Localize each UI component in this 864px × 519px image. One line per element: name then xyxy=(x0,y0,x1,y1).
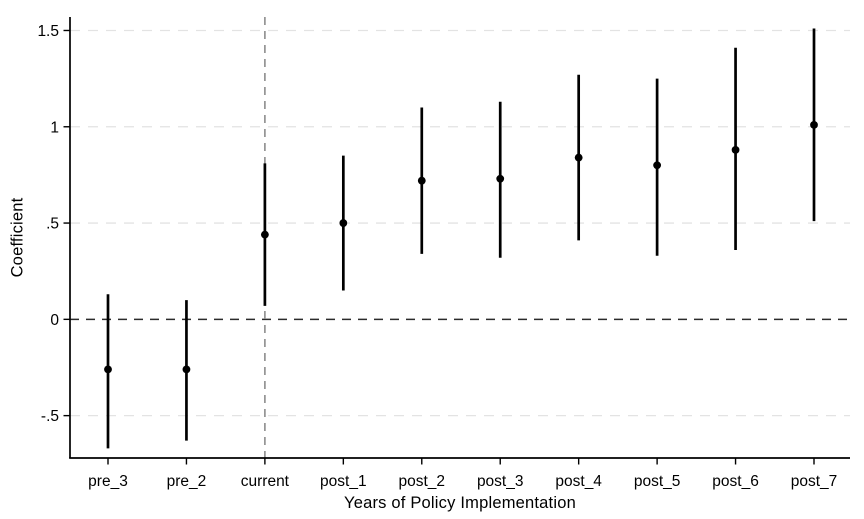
y-tick-label: .5 xyxy=(46,216,59,233)
x-tick-label: post_5 xyxy=(634,473,681,490)
y-tick-label: 1.5 xyxy=(37,23,59,40)
x-tick-label: post_1 xyxy=(320,473,367,490)
x-tick-label: pre_3 xyxy=(88,473,128,490)
point-post_7 xyxy=(810,120,818,129)
point-post_1 xyxy=(339,219,348,227)
y-tick-label: -.5 xyxy=(41,408,59,425)
x-tick-label: pre_2 xyxy=(167,473,207,490)
x-tick-label: post_2 xyxy=(399,473,446,490)
x-axis-title: Years of Policy Implementation xyxy=(344,494,576,512)
point-current xyxy=(260,230,269,239)
point-post_5 xyxy=(653,161,662,170)
point-post_2 xyxy=(417,176,426,185)
point-pre_3 xyxy=(104,365,112,374)
point-post_6 xyxy=(731,145,740,154)
point-pre_2 xyxy=(182,365,191,374)
point-post_4 xyxy=(574,153,583,162)
x-tick-label: post_6 xyxy=(712,473,759,490)
y-tick-label: 1 xyxy=(50,119,59,136)
point-post_3 xyxy=(496,174,505,183)
x-tick-label: post_3 xyxy=(477,473,524,490)
x-tick-label: post_7 xyxy=(791,473,838,490)
x-tick-label: post_4 xyxy=(555,473,602,490)
x-tick-label: current xyxy=(241,473,290,490)
y-tick-label: 0 xyxy=(50,312,59,329)
